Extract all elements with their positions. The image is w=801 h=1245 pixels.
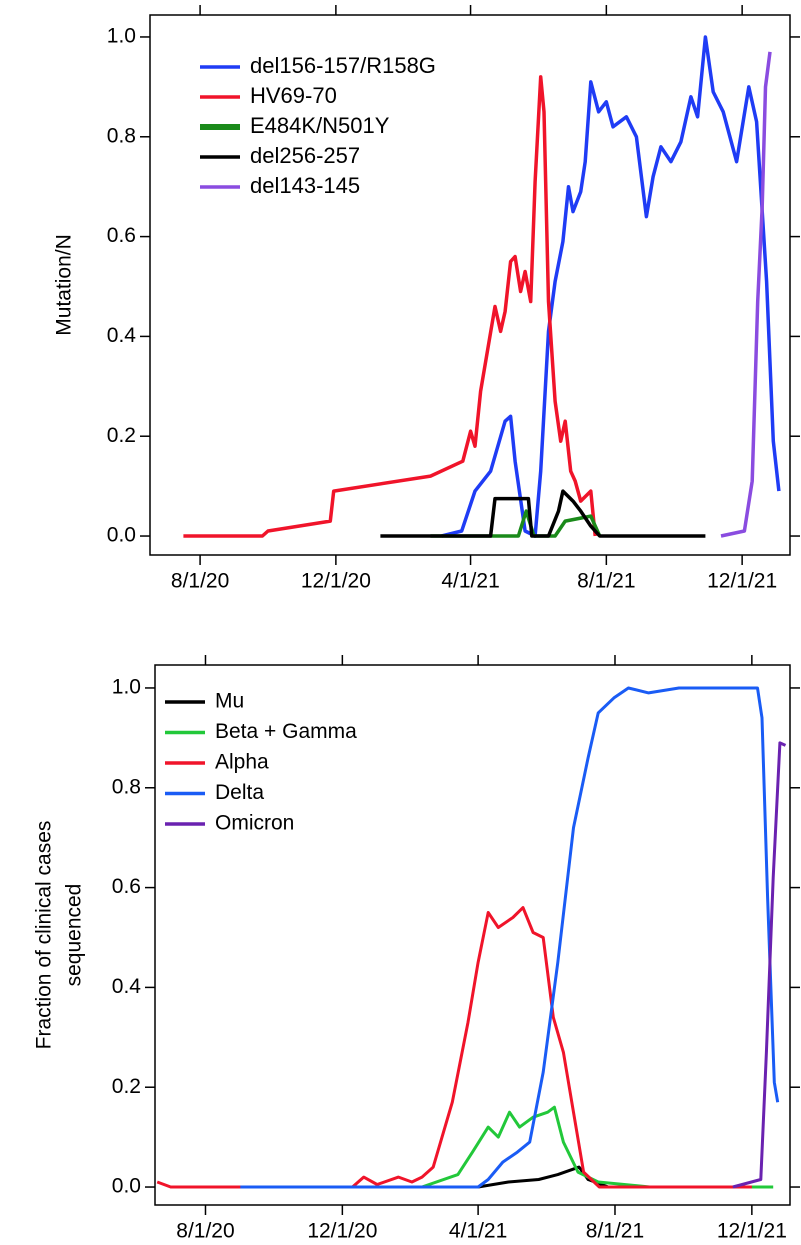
y-axis-label: sequenced (63, 884, 86, 987)
legend-label: HV69-70 (250, 83, 337, 108)
y-tick-label: 0.8 (112, 775, 141, 798)
y-tick-label: 0.6 (112, 875, 141, 898)
x-tick-label: 12/1/20 (301, 570, 371, 593)
y-tick-label: 0.2 (107, 424, 136, 447)
series-line (441, 35, 781, 538)
x-tick-label: 4/1/21 (441, 570, 499, 593)
x-tick-label: 8/1/21 (586, 1220, 644, 1243)
legend-label: Omicron (215, 812, 294, 835)
y-tick-label: 1.0 (112, 676, 141, 699)
y-tick-label: 0.0 (112, 1175, 141, 1198)
y-tick-label: 1.0 (107, 25, 136, 48)
legend-label: Delta (215, 781, 264, 804)
series-line (380, 489, 706, 538)
y-tick-label: 0.4 (107, 324, 137, 347)
legend-label: Alpha (215, 751, 269, 774)
legend-label: del143-145 (250, 173, 360, 198)
x-tick-label: 8/1/21 (577, 570, 635, 593)
series-line (183, 75, 597, 538)
series-line (732, 741, 787, 1189)
x-tick-label: 12/1/20 (307, 1220, 377, 1243)
x-tick-label: 4/1/21 (449, 1220, 507, 1243)
x-tick-label: 12/1/21 (707, 570, 777, 593)
series-line (156, 906, 752, 1189)
y-axis-label: Mutation/N (53, 234, 76, 336)
legend-label: Mu (215, 690, 244, 713)
legend-label: del256-257 (250, 143, 360, 168)
x-tick-label: 12/1/21 (717, 1220, 787, 1243)
legend-label: del156-157/R158G (250, 53, 436, 78)
y-tick-label: 0.6 (107, 224, 136, 247)
y-axis-label: Fraction of clinical cases (33, 821, 56, 1050)
y-tick-label: 0.2 (112, 1075, 141, 1098)
series-line (421, 1105, 774, 1189)
plot-frame (154, 664, 791, 1206)
x-tick-label: 8/1/20 (171, 570, 229, 593)
series-line (720, 51, 772, 538)
y-tick-label: 0.8 (107, 124, 136, 147)
legend-label: Beta + Gamma (215, 720, 357, 743)
x-tick-label: 8/1/20 (176, 1220, 234, 1243)
y-tick-label: 0.0 (107, 524, 136, 547)
legend-label: E484K/N501Y (250, 113, 390, 138)
series-line (240, 686, 780, 1189)
plot-frame (149, 14, 791, 556)
y-tick-label: 0.4 (112, 975, 142, 998)
